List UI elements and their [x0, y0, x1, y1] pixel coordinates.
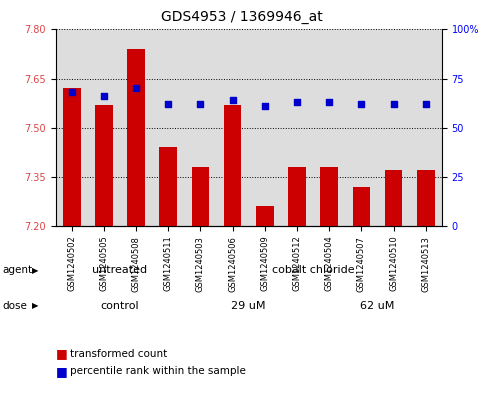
Point	[132, 85, 140, 92]
Text: 29 uM: 29 uM	[231, 301, 266, 310]
Point	[261, 103, 269, 109]
Point	[422, 101, 430, 107]
Text: agent: agent	[2, 265, 32, 275]
Bar	[127, 49, 145, 226]
Bar	[417, 170, 435, 226]
Bar	[95, 105, 113, 226]
Bar	[224, 105, 242, 226]
Text: 62 uM: 62 uM	[360, 301, 395, 310]
Bar	[63, 88, 81, 226]
Bar	[320, 167, 338, 226]
Text: untreated: untreated	[92, 265, 147, 275]
Text: transformed count: transformed count	[70, 349, 167, 359]
Bar	[192, 167, 209, 226]
Bar	[353, 187, 370, 226]
Text: ■: ■	[56, 347, 67, 360]
Bar	[256, 206, 274, 226]
Point	[326, 99, 333, 105]
Text: cobalt chloride: cobalt chloride	[272, 265, 355, 275]
Point	[100, 93, 108, 99]
Text: GDS4953 / 1369946_at: GDS4953 / 1369946_at	[161, 10, 322, 24]
Point	[390, 101, 398, 107]
Point	[68, 89, 75, 95]
Point	[229, 97, 237, 103]
Text: ▶: ▶	[32, 301, 39, 310]
Point	[357, 101, 365, 107]
Text: dose: dose	[2, 301, 28, 310]
Text: ■: ■	[56, 365, 67, 378]
Bar	[159, 147, 177, 226]
Text: control: control	[100, 301, 139, 310]
Point	[164, 101, 172, 107]
Point	[293, 99, 301, 105]
Bar	[385, 170, 402, 226]
Bar	[288, 167, 306, 226]
Point	[197, 101, 204, 107]
Text: ▶: ▶	[32, 266, 39, 275]
Text: percentile rank within the sample: percentile rank within the sample	[70, 366, 246, 376]
